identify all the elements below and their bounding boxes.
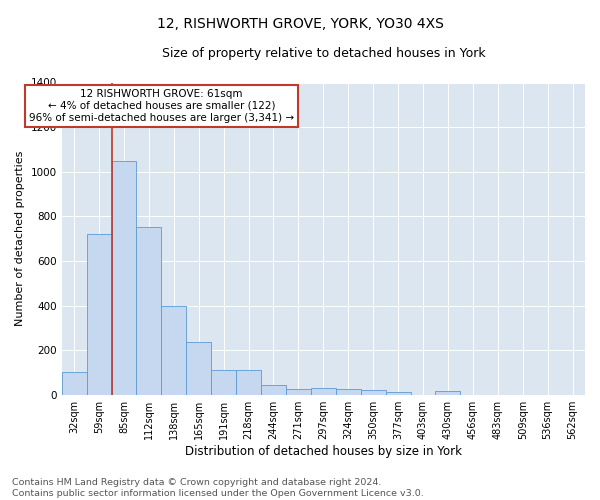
Bar	[112, 160, 136, 394]
Bar	[136, 228, 161, 394]
Bar	[236, 370, 261, 394]
Y-axis label: Number of detached properties: Number of detached properties	[15, 151, 25, 326]
Bar	[186, 342, 211, 394]
Text: 12 RISHWORTH GROVE: 61sqm
← 4% of detached houses are smaller (122)
96% of semi-: 12 RISHWORTH GROVE: 61sqm ← 4% of detach…	[29, 90, 294, 122]
Text: Contains HM Land Registry data © Crown copyright and database right 2024.
Contai: Contains HM Land Registry data © Crown c…	[12, 478, 424, 498]
Text: 12, RISHWORTH GROVE, YORK, YO30 4XS: 12, RISHWORTH GROVE, YORK, YO30 4XS	[157, 18, 443, 32]
Bar	[286, 389, 311, 394]
Bar	[261, 384, 286, 394]
X-axis label: Distribution of detached houses by size in York: Distribution of detached houses by size …	[185, 444, 462, 458]
Bar	[311, 388, 336, 394]
Bar	[336, 389, 361, 394]
Bar	[386, 392, 410, 394]
Bar	[161, 306, 186, 394]
Bar	[86, 234, 112, 394]
Bar	[361, 390, 386, 394]
Title: Size of property relative to detached houses in York: Size of property relative to detached ho…	[161, 48, 485, 60]
Bar	[436, 392, 460, 394]
Bar	[211, 370, 236, 394]
Bar	[62, 372, 86, 394]
